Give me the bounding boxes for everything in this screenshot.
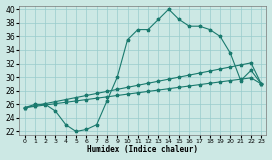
X-axis label: Humidex (Indice chaleur): Humidex (Indice chaleur) bbox=[88, 145, 199, 154]
